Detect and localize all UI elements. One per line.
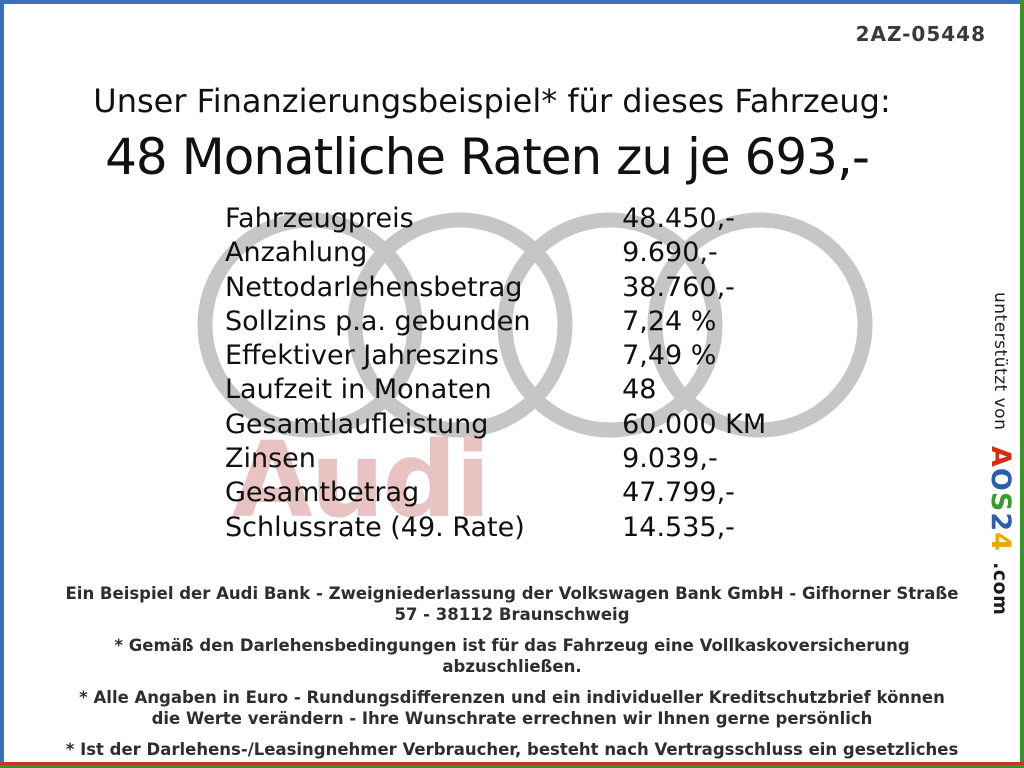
footer-line: * Gemäß den Darlehensbedingungen ist für…: [114, 635, 910, 677]
table-row: Anzahlung 9.690,-: [225, 236, 766, 270]
finance-row-label: Anzahlung: [225, 237, 368, 269]
finance-row-value: 7,49 %: [622, 340, 717, 372]
table-row: Sollzins p.a. gebunden 7,24 %: [225, 305, 766, 339]
finance-row-value: 7,24 %: [622, 305, 717, 337]
finance-row-value: 9.039,-: [622, 443, 718, 475]
finance-row-value: 48: [622, 374, 657, 406]
finance-row-label: Schlussrate (49. Rate): [225, 511, 525, 543]
table-row: Gesamtbetrag 47.799,-: [225, 476, 766, 510]
supported-by-text: unterstützt von: [990, 292, 1010, 431]
table-row: Zinsen 9.039,-: [225, 442, 766, 476]
finance-table: Fahrzeugpreis 48.450,- Anzahlung 9.690,-…: [225, 202, 766, 545]
frame-line-bottom-red: [0, 762, 1024, 765]
finance-row-value: 38.760,-: [622, 271, 735, 303]
finance-row-value: 47.799,-: [622, 477, 735, 509]
frame-line-bottom-green: [0, 765, 1024, 768]
table-row: Fahrzeugpreis 48.450,-: [225, 202, 766, 236]
footer-line: * Alle Angaben in Euro - Rundungsdiffere…: [79, 687, 945, 729]
table-row: Laufzeit in Monaten 48: [225, 373, 766, 407]
audi-rings-watermark-icon: [195, 202, 875, 452]
aos24-logo-letter: O: [985, 468, 1016, 493]
reference-code: 2AZ-05448: [855, 22, 986, 46]
frame-line-right: [1020, 0, 1024, 768]
frame-line-left: [0, 0, 4, 768]
finance-row-label: Sollzins p.a. gebunden: [225, 305, 531, 337]
aos24-logo-letter: 2: [985, 512, 1016, 533]
aos24-logo: AOS24: [985, 446, 1016, 552]
finance-row-label: Effektiver Jahreszins: [225, 340, 499, 372]
footer-line: Ein Beispiel der Audi Bank - Zweignieder…: [65, 584, 959, 625]
footer-disclaimer: Ein Beispiel der Audi Bank - Zweignieder…: [62, 583, 962, 768]
table-row: Nettodarlehensbetrag 38.760,-: [225, 271, 766, 305]
domain-suffix-text: .com: [989, 562, 1011, 616]
finance-row-value: 14.535,-: [622, 511, 735, 543]
aos24-logo-letter: S: [985, 492, 1016, 513]
finance-row-label: Gesamtlaufleistung: [225, 408, 489, 440]
finance-row-value: 60.000 KM: [622, 408, 767, 440]
finance-row-label: Fahrzeugpreis: [225, 203, 414, 234]
table-row: Effektiver Jahreszins 7,49 %: [225, 339, 766, 373]
finance-row-value: 9.690,-: [622, 237, 718, 269]
finance-row-label: Laufzeit in Monaten: [225, 374, 492, 406]
table-row: Gesamtlaufleistung 60.000 KM: [225, 408, 766, 442]
frame-line-top: [0, 0, 1024, 4]
table-row: Schlussrate (49. Rate) 14.535,-: [225, 511, 766, 545]
aos24-logo-letter: 4: [985, 532, 1016, 553]
page-title: Unser Finanzierungsbeispiel* für dieses …: [93, 82, 891, 120]
finance-row-label: Nettodarlehensbetrag: [225, 271, 523, 303]
monthly-rate-headline: 48 Monatliche Raten zu je 693,-: [105, 128, 870, 186]
sponsor-strip: unterstützt von AOS24 .com: [985, 292, 1016, 616]
aos24-logo-letter: A: [985, 446, 1016, 469]
finance-row-label: Gesamtbetrag: [225, 477, 420, 509]
finance-row-value: 48.450,-: [622, 203, 735, 234]
audi-wordmark-watermark: Audi: [232, 419, 491, 541]
finance-row-label: Zinsen: [225, 443, 316, 475]
